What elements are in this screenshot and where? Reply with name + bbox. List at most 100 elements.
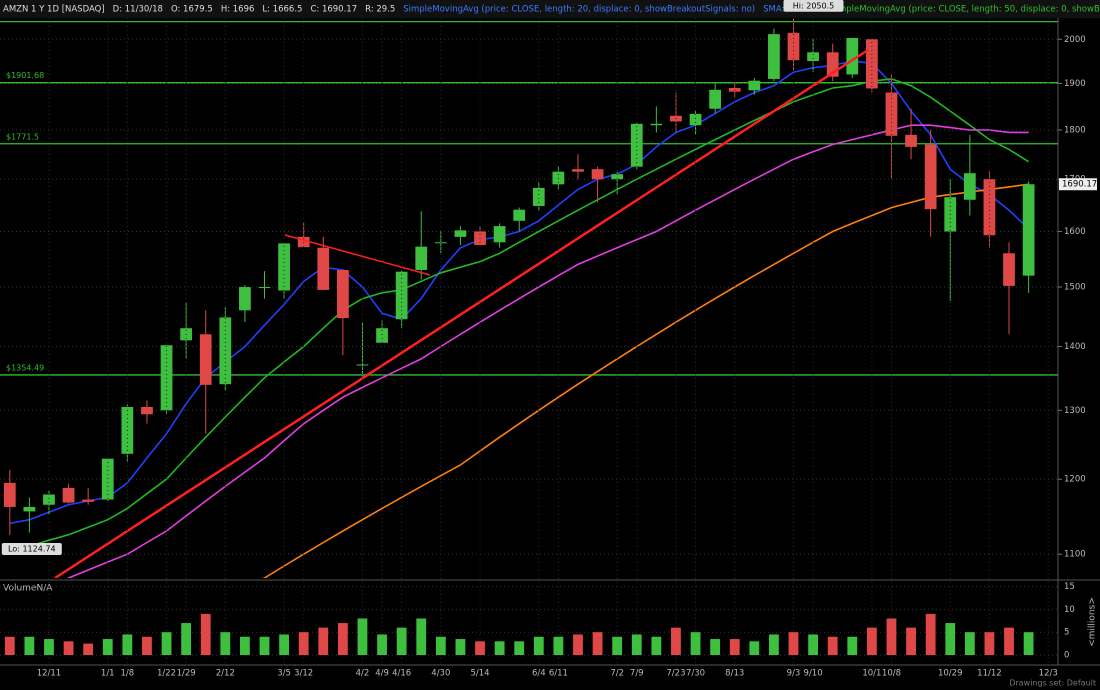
- candle-body: [356, 364, 369, 366]
- x-tick-label: 4/30: [431, 669, 450, 679]
- volume-bar: [925, 613, 936, 655]
- y-tick-label: 0: [1064, 651, 1069, 661]
- candle-body: [689, 113, 702, 126]
- x-tick-label: 7/2: [610, 669, 624, 679]
- candle-body: [924, 144, 937, 210]
- candle-body: [101, 458, 114, 500]
- header-text: SimpleMovingAvg (price: CLOSE, length: 5…: [830, 5, 1100, 15]
- candle-body: [376, 328, 388, 343]
- y-tick-label: 2000: [1064, 35, 1086, 45]
- x-tick-label: 9/3: [787, 669, 801, 679]
- candle-body: [336, 269, 349, 319]
- volume-bar: [945, 623, 956, 655]
- level-label: $1354.49: [6, 363, 44, 372]
- x-tick-label: 1/22: [157, 669, 176, 679]
- x-tick-label: 7/23: [666, 669, 685, 679]
- volume-bar: [612, 636, 623, 655]
- volume-bar: [357, 618, 368, 655]
- candle-body: [160, 345, 173, 411]
- x-tick-label: 3/5: [277, 669, 291, 679]
- volume-bar: [847, 636, 858, 655]
- volume-bar: [24, 636, 35, 655]
- volume-bar: [651, 636, 662, 655]
- candle-body: [62, 487, 75, 503]
- y-tick-label: 15: [1064, 582, 1075, 592]
- volume-bar: [220, 632, 231, 655]
- candle-body: [748, 80, 761, 91]
- volume-bar: [494, 641, 505, 655]
- x-tick-label: 4/16: [392, 669, 411, 679]
- trend-line: [54, 48, 869, 578]
- volume-bar: [1004, 627, 1014, 655]
- last-price-box: [1059, 178, 1097, 191]
- volume-bar: [142, 636, 152, 655]
- candle-body: [630, 123, 643, 167]
- x-tick-label: 6/4: [532, 669, 546, 679]
- volume-bar: [553, 636, 564, 655]
- header-text: O: 1679.5: [171, 5, 213, 15]
- candle-body: [454, 230, 467, 237]
- candle-body: [43, 494, 55, 505]
- volume-bar: [63, 641, 74, 655]
- candle-body: [768, 34, 780, 79]
- level-label: $1771.5: [6, 132, 39, 141]
- volume-bar: [788, 632, 799, 655]
- trend-lines: [54, 48, 869, 578]
- candle-body: [493, 226, 506, 243]
- volume-bar: [161, 632, 172, 655]
- volume-bar: [1023, 632, 1034, 655]
- volume-bar: [769, 634, 779, 655]
- candle-body: [395, 271, 408, 320]
- volume-bar: [984, 632, 995, 655]
- volume-bar: [4, 636, 15, 655]
- volume-bar: [435, 636, 446, 655]
- x-tick-label: 7/9: [630, 669, 644, 679]
- volume-bar: [886, 618, 897, 655]
- volume-bar: [827, 636, 838, 655]
- candle-body: [141, 406, 153, 415]
- volume-bar: [475, 641, 485, 655]
- volume-bar: [337, 623, 348, 655]
- y-tick-label: 10: [1064, 605, 1075, 615]
- volume-title: VolumeN/A: [3, 584, 53, 594]
- x-tick-label: 1/29: [177, 669, 196, 679]
- volume-bar: [573, 634, 583, 655]
- volume-bar: [102, 639, 113, 655]
- volume-bar: [808, 634, 818, 655]
- x-tick-label: 5/14: [470, 669, 489, 679]
- moving-average: [262, 183, 1029, 578]
- y-tick-label: 1200: [1064, 475, 1086, 485]
- volume-bar: [122, 634, 133, 655]
- x-tick-label: 3/12: [294, 669, 313, 679]
- y-tick-label: 5: [1064, 628, 1069, 638]
- volume-bar: [964, 632, 975, 655]
- volume-bar: [631, 634, 642, 655]
- header-text: C: 1690.17: [310, 5, 357, 15]
- x-tick-label: 10/8: [882, 669, 901, 679]
- candle-body: [513, 209, 526, 221]
- volume-bar: [83, 643, 94, 655]
- y-tick-label: 1500: [1064, 283, 1086, 293]
- candle-body: [826, 52, 839, 77]
- candle-body: [3, 482, 16, 507]
- candle-body: [650, 123, 663, 126]
- header-text: SimpleMovingAvg (price: CLOSE, length: 2…: [403, 5, 755, 15]
- candle-body: [532, 187, 545, 207]
- volume-bar: [514, 641, 525, 655]
- volume-bar: [671, 627, 681, 655]
- candle-body: [1003, 253, 1015, 286]
- volume-bar: [592, 632, 603, 655]
- level-label: $2041.43: [6, 10, 44, 19]
- annotation: Lo: 1124.74: [8, 545, 56, 554]
- candle-body: [611, 174, 624, 180]
- header-text: AMZN 1 Y 1D [NASDAQ]: [3, 5, 105, 15]
- x-tick-label: 2/12: [216, 669, 235, 679]
- candle-body: [415, 246, 428, 270]
- volume-bar: [259, 636, 270, 655]
- volume-bar: [44, 639, 54, 655]
- candle-body: [905, 134, 917, 147]
- x-tick-label: 4/9: [375, 669, 389, 679]
- volume-bar: [906, 627, 916, 655]
- annotation-box: [783, 0, 844, 12]
